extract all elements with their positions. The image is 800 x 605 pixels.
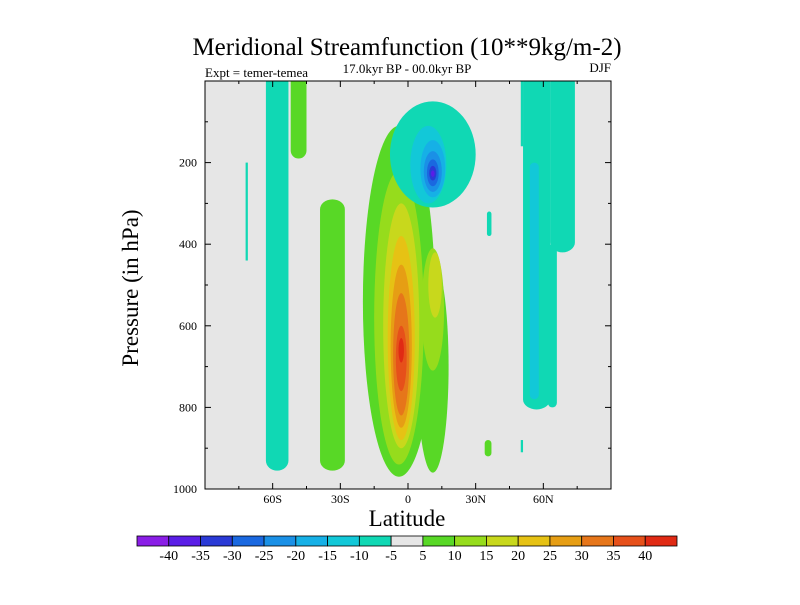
colorbar-label: 30 xyxy=(575,549,589,564)
colorbar-box xyxy=(581,535,614,547)
contour-main-pos-40 xyxy=(398,338,404,363)
season-label: DJF xyxy=(589,60,611,75)
colorbar-box xyxy=(613,535,646,547)
x-axis: 60S 30S 0 30N 60N xyxy=(238,81,578,506)
contour-fills xyxy=(245,81,575,477)
y-tick-label: 600 xyxy=(179,319,197,333)
y-tick-label: 800 xyxy=(179,400,197,414)
colorbar-box xyxy=(454,535,487,547)
colorbar-label: 5 xyxy=(419,549,426,564)
contour-main-pos-15-east xyxy=(428,252,442,318)
x-tick-label: 0 xyxy=(405,492,411,506)
colorbar-box xyxy=(358,535,392,547)
contour-nh-neg-patch xyxy=(520,440,524,453)
contour-nh-neg-sliver xyxy=(486,211,492,237)
chart-title: Meridional Streamfunction (10**9kg/m-2) xyxy=(192,34,621,61)
contour-nh-neg-strip xyxy=(520,81,524,147)
colorbar-label: -35 xyxy=(191,549,210,564)
colorbar-label: -25 xyxy=(255,549,274,564)
colorbar-label: 35 xyxy=(606,549,620,564)
colorbar-label: 10 xyxy=(448,549,462,564)
contour-nh-pos-patch xyxy=(484,440,492,457)
experiment-label: Expt = temer-temea xyxy=(205,65,308,80)
y-tick-label: 400 xyxy=(179,237,197,251)
colorbar-box xyxy=(200,535,233,547)
x-tick-label: 30N xyxy=(465,492,486,506)
colorbar-box xyxy=(168,535,201,547)
colorbar-label: 40 xyxy=(638,549,652,564)
contour-sh-neg-column xyxy=(265,81,289,471)
colorbar-label: -30 xyxy=(223,549,242,564)
colorbar-label: 25 xyxy=(543,549,557,564)
contour-nh-neg-35 xyxy=(431,170,435,177)
colorbar-label: 15 xyxy=(479,549,493,564)
contour-sh-pos-top xyxy=(290,81,307,159)
y-axis-label: Pressure (in hPa) xyxy=(118,209,143,366)
x-tick-label: 60N xyxy=(533,492,554,506)
colorbar-box xyxy=(517,535,551,547)
colorbar-box xyxy=(136,535,170,547)
colorbar-label: -15 xyxy=(318,549,337,564)
colorbar-label: 20 xyxy=(511,549,525,564)
x-tick-label: 30S xyxy=(331,492,350,506)
colorbar-box xyxy=(327,535,360,547)
colorbar-label: -20 xyxy=(286,549,305,564)
contour-nh-neg-column-c xyxy=(547,244,557,408)
colorbar-box xyxy=(644,535,678,547)
x-axis-label: Latitude xyxy=(369,506,446,531)
colorbar-box xyxy=(263,535,297,547)
colorbar: -40 -35 -30 -25 -20 -15 -10 -5 5 10 15 20 25 30 35 40 xyxy=(136,535,678,564)
colorbar-box xyxy=(390,535,424,547)
colorbar-label: -40 xyxy=(159,549,178,564)
colorbar-box xyxy=(295,535,328,547)
colorbar-label: -5 xyxy=(385,549,397,564)
contour-nh-neg-column-d xyxy=(529,162,539,400)
x-tick-label: 60S xyxy=(263,492,282,506)
colorbar-label: -10 xyxy=(350,549,369,564)
y-axis: 200 400 600 800 1000 xyxy=(173,121,611,496)
y-tick-label: 200 xyxy=(179,156,197,170)
contour-sh-neg-strip xyxy=(245,162,248,261)
colorbar-box xyxy=(422,535,456,547)
y-tick-label: 1000 xyxy=(173,482,197,496)
contour-nh-neg-column-b xyxy=(550,81,575,253)
chart-subtitle: 17.0kyr BP - 00.0kyr BP xyxy=(343,61,472,76)
colorbar-box xyxy=(549,535,583,547)
colorbar-box xyxy=(486,535,519,547)
contour-sh-pos-column xyxy=(320,199,345,471)
colorbar-box xyxy=(231,535,265,547)
